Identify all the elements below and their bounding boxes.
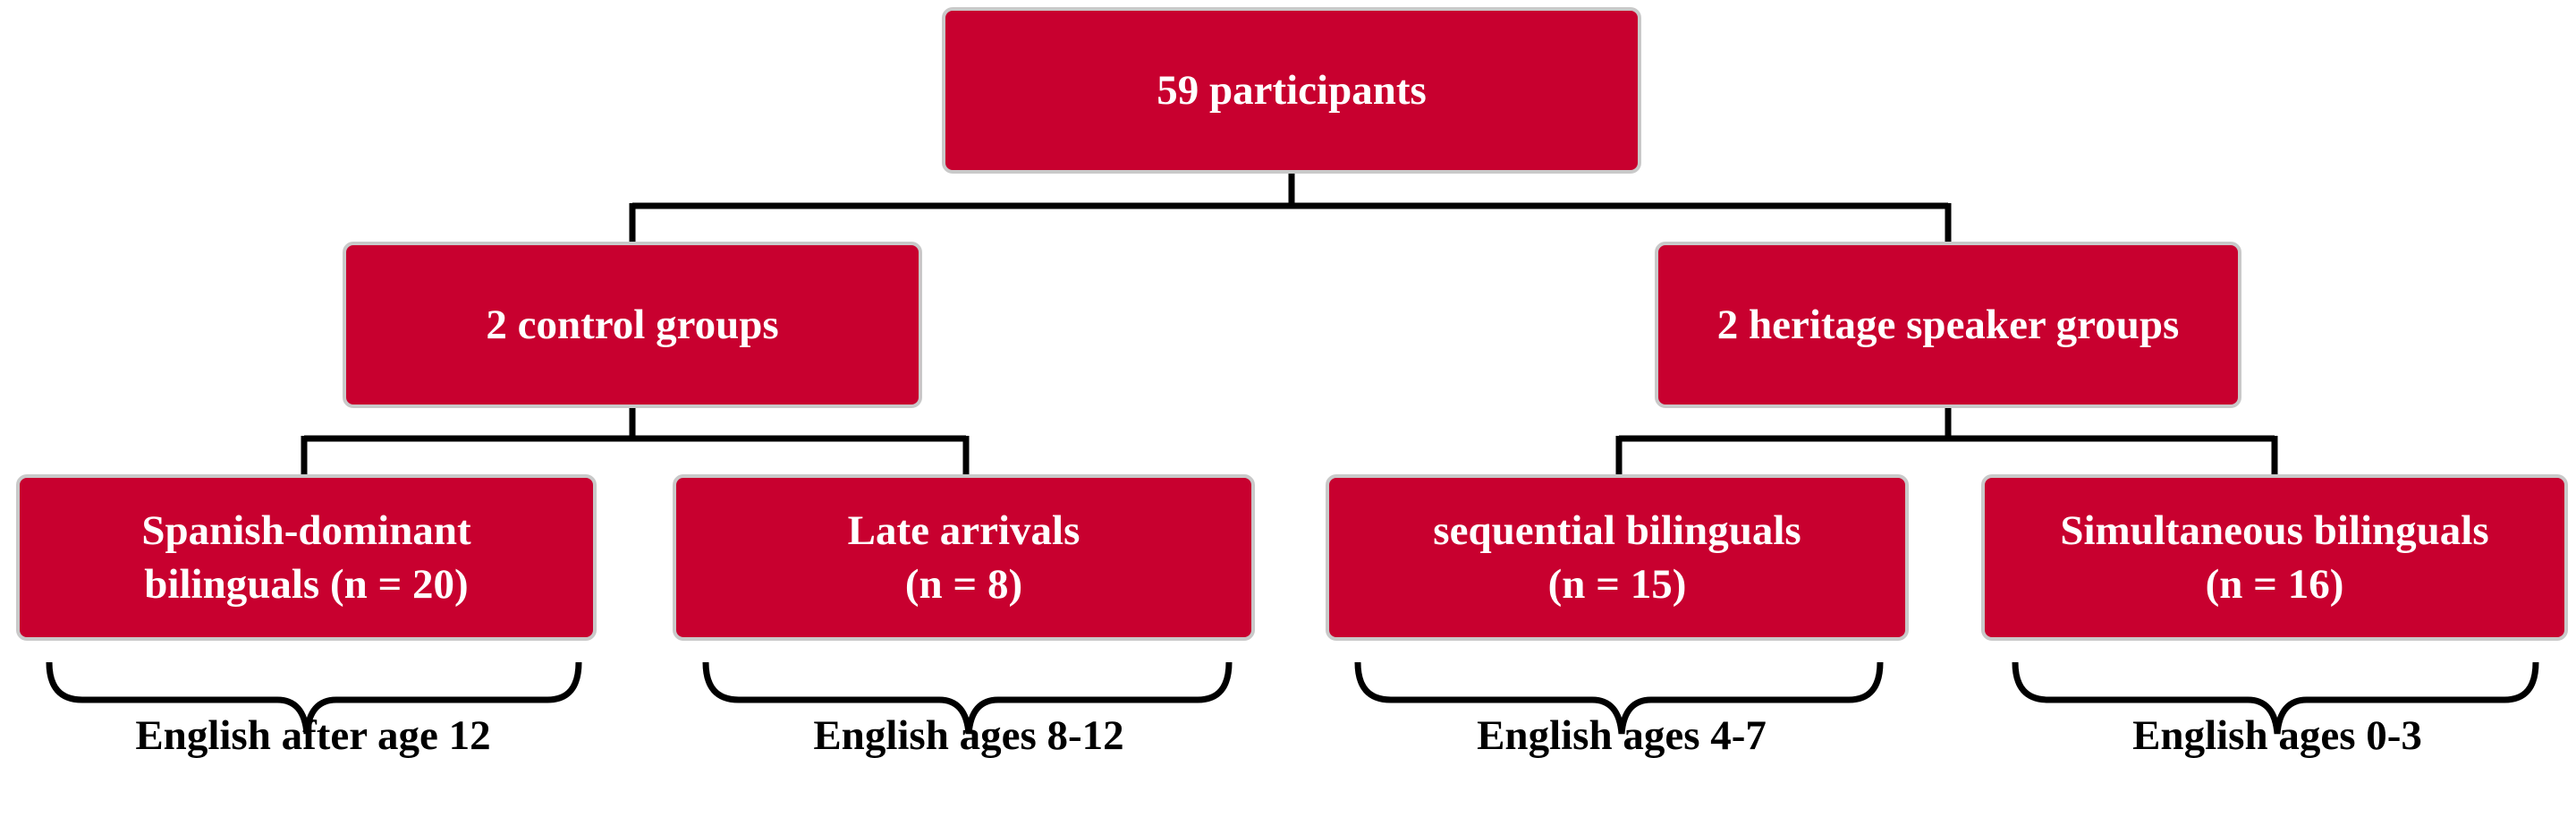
control-connector <box>301 403 970 474</box>
control-groups-box: 2 control groups <box>343 242 922 408</box>
spanish-dominant-box: Spanish-dominant bilinguals (n = 20) <box>16 474 597 641</box>
simultaneous-line1: Simultaneous bilinguals <box>2060 507 2489 554</box>
heritage-groups-box: 2 heritage speaker groups <box>1655 242 2241 408</box>
bracket-sequential <box>1354 661 1884 735</box>
bracket-simultaneous <box>2012 661 2539 735</box>
heritage-groups-label: 2 heritage speaker groups <box>1716 302 2180 348</box>
root-connector <box>629 172 1952 242</box>
simultaneous-bilinguals-box: Simultaneous bilinguals (n = 16) <box>1981 474 2568 641</box>
sequential-line1: sequential bilinguals <box>1433 507 1801 554</box>
control-groups-label: 2 control groups <box>486 302 779 348</box>
bracket-late-arrivals <box>702 661 1233 735</box>
late-arrivals-box: Late arrivals (n = 8) <box>673 474 1255 641</box>
age-label-simultaneous: English ages 0-3 <box>2132 712 2422 759</box>
heritage-connector <box>1615 403 2278 474</box>
root-label: 59 participants <box>1157 67 1427 114</box>
age-label-late-arrivals: English ages 8-12 <box>813 712 1124 759</box>
age-label-sequential: English ages 4-7 <box>1477 712 1767 759</box>
bracket-spanish-dominant <box>46 661 582 735</box>
age-label-spanish-dominant: English after age 12 <box>135 712 491 759</box>
root-box: 59 participants <box>942 7 1641 174</box>
spanish-dominant-line1: Spanish-dominant <box>141 507 471 554</box>
spanish-dominant-line2: bilinguals (n = 20) <box>144 561 469 608</box>
late-arrivals-line2: (n = 8) <box>904 561 1023 608</box>
simultaneous-line2: (n = 16) <box>2205 561 2344 608</box>
sequential-bilinguals-box: sequential bilinguals (n = 15) <box>1326 474 1909 641</box>
sequential-line2: (n = 15) <box>1547 561 1687 608</box>
late-arrivals-line1: Late arrivals <box>847 507 1080 554</box>
